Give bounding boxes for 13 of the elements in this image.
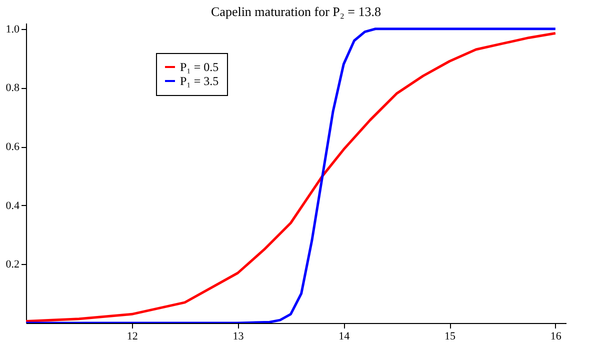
x-tick-label: 12 [126,330,138,342]
x-tick-label: 14 [338,330,350,342]
legend-label: P₁ = 0.5 [180,60,219,74]
y-tick-label: 0.6 [6,141,20,154]
x-tick-label: 13 [232,330,244,342]
chart-title: Capelin maturation for P₂ = 13.8 [210,4,382,19]
y-tick-label: 0.2 [6,258,20,271]
y-tick-label: 1.0 [6,23,20,36]
x-tick-label: 15 [444,330,456,342]
y-tick-label: 0.4 [6,200,20,212]
legend-label: P₁ = 3.5 [180,74,219,88]
x-tick-label: 16 [550,330,562,342]
y-tick-label: 0.8 [6,82,20,94]
